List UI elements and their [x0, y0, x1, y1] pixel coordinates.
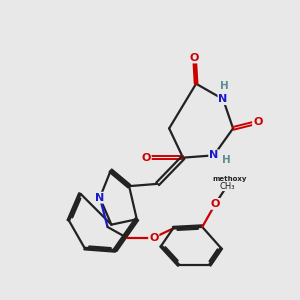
Text: methoxy: methoxy: [212, 176, 247, 182]
Text: H: H: [222, 155, 231, 165]
Text: H: H: [220, 81, 229, 92]
Text: CH₃: CH₃: [219, 182, 235, 191]
Text: O: O: [211, 199, 220, 209]
Text: N: N: [209, 150, 218, 160]
Text: O: O: [253, 117, 262, 127]
Text: O: O: [149, 233, 158, 243]
Text: O: O: [141, 153, 151, 163]
Text: N: N: [95, 193, 104, 203]
Text: O: O: [190, 52, 199, 63]
Text: N: N: [218, 94, 228, 104]
